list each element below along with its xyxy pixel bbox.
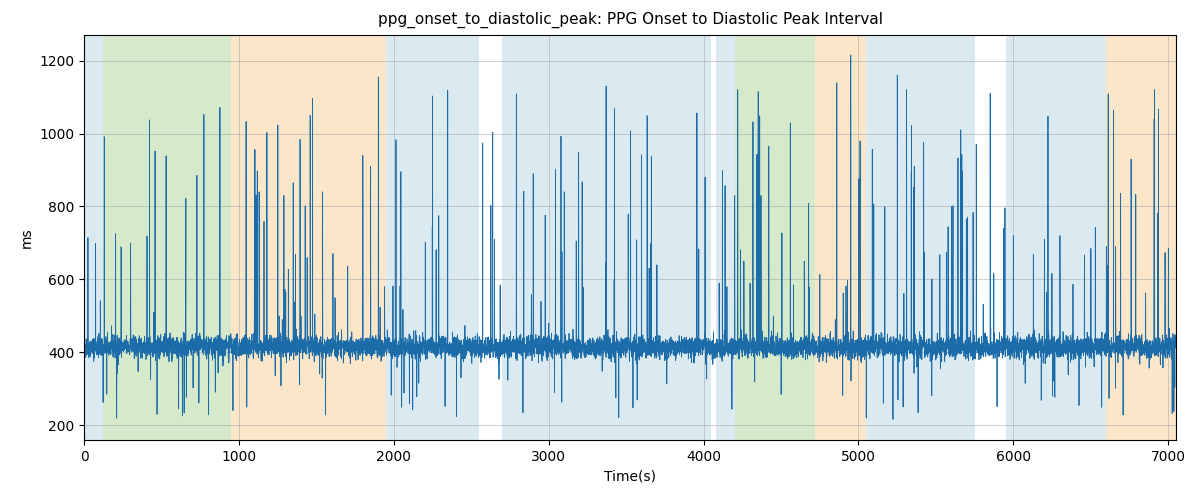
Bar	[716, 35, 734, 440]
Bar	[232, 35, 386, 440]
Bar	[734, 35, 815, 440]
Bar	[866, 35, 974, 440]
Bar	[503, 35, 712, 440]
Bar	[84, 35, 102, 440]
Bar	[1006, 35, 1106, 440]
Bar	[102, 35, 232, 440]
Title: ppg_onset_to_diastolic_peak: PPG Onset to Diastolic Peak Interval: ppg_onset_to_diastolic_peak: PPG Onset t…	[378, 12, 882, 28]
X-axis label: Time(s): Time(s)	[604, 470, 656, 484]
Bar	[1106, 35, 1183, 440]
Bar	[815, 35, 866, 440]
Bar	[386, 35, 479, 440]
Y-axis label: ms: ms	[19, 227, 34, 248]
